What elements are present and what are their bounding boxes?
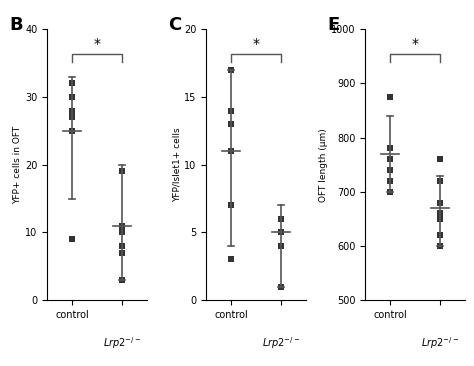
Text: E: E bbox=[328, 16, 340, 34]
Text: *: * bbox=[411, 37, 419, 51]
Text: *: * bbox=[93, 37, 100, 51]
Text: B: B bbox=[9, 16, 23, 34]
Text: C: C bbox=[169, 16, 182, 34]
Y-axis label: OFT length (μm): OFT length (μm) bbox=[319, 128, 328, 202]
Y-axis label: YFP/Islet1+ cells: YFP/Islet1+ cells bbox=[173, 127, 182, 202]
Y-axis label: YFP+ cells in OFT: YFP+ cells in OFT bbox=[14, 126, 23, 204]
Text: $Lrp2^{-/-}$: $Lrp2^{-/-}$ bbox=[262, 335, 300, 351]
Text: *: * bbox=[253, 37, 259, 51]
Text: $Lrp2^{-/-}$: $Lrp2^{-/-}$ bbox=[420, 335, 459, 351]
Text: $Lrp2^{-/-}$: $Lrp2^{-/-}$ bbox=[103, 335, 141, 351]
